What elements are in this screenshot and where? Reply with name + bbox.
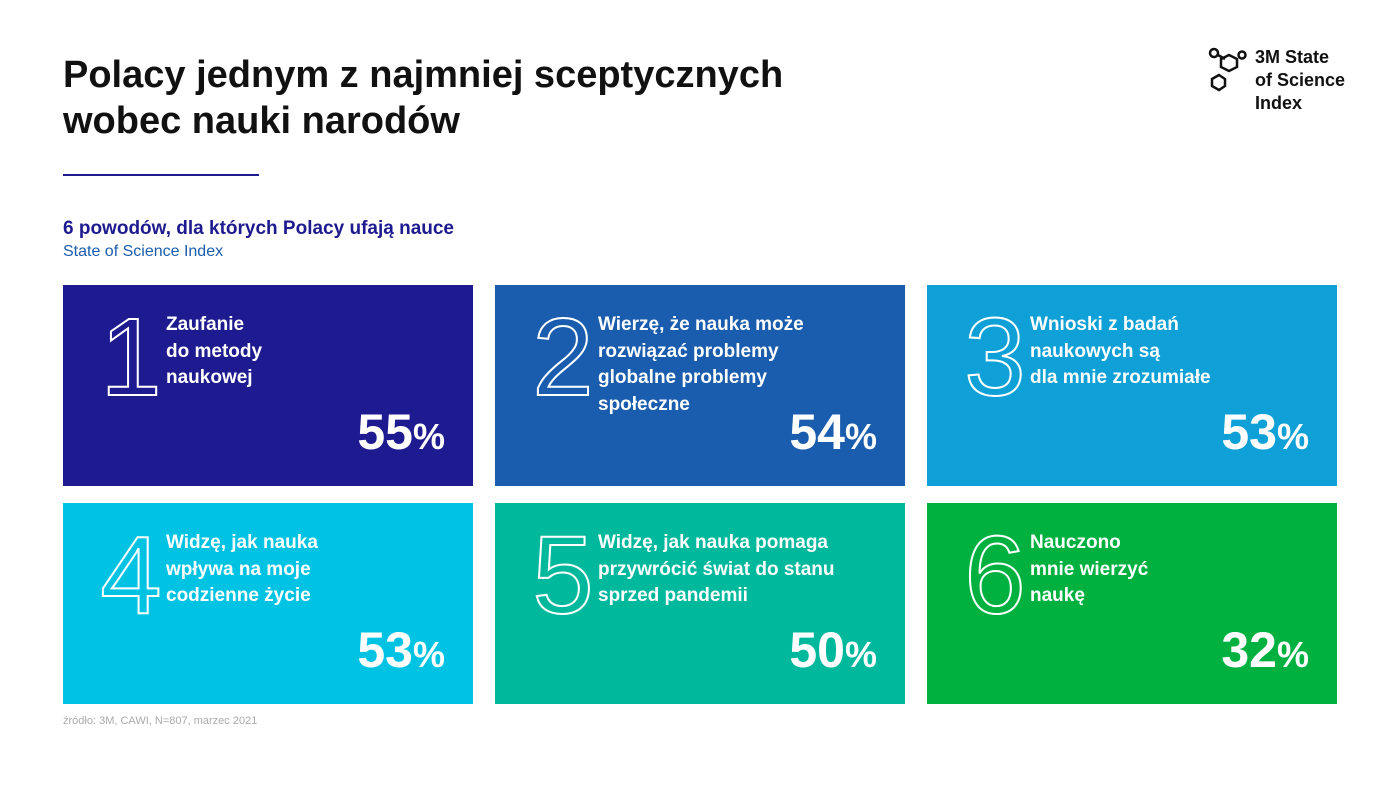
value-unit: % bbox=[1276, 416, 1309, 457]
card-text-line: codzienne życie bbox=[166, 585, 311, 606]
card: 4 Widzę, jak nauka wpływa na moje codzienne… bbox=[63, 503, 473, 704]
footer: źródło: 3M, CAWI, N=807, marzec 2021 bbox=[63, 715, 258, 727]
card-text-line: Nauczono bbox=[1030, 532, 1121, 553]
card-number: 3 bbox=[964, 296, 1025, 411]
logo-text: 3M State of Science Index bbox=[1255, 46, 1345, 115]
logo-icon bbox=[1208, 47, 1247, 92]
value-number: 32 bbox=[1221, 622, 1277, 678]
card-text-line: społeczne bbox=[598, 393, 690, 415]
card-text-line: przywrócić świat do stanu bbox=[598, 558, 835, 580]
card-text-line: Widzę, jak nauka bbox=[166, 532, 318, 553]
card: 3 Wnioski z badań naukowych są dla mnie zro… bbox=[927, 285, 1337, 486]
card-text: Widzę, jak nauka wpływa na moje codzienne … bbox=[166, 530, 318, 610]
card-text-line: naukowych są bbox=[1030, 340, 1160, 362]
card-text-line: naukowej bbox=[166, 367, 253, 388]
card-value: 32% bbox=[1221, 625, 1309, 680]
card: 1 Zaufanie do metody naukowej 55% bbox=[63, 285, 473, 486]
card: 5 Widzę, jak nauka pomaga przywrócić świat… bbox=[495, 503, 905, 704]
card-text: Nauczono mnie wierzyć naukę bbox=[1030, 530, 1148, 610]
card-number-icon: 5 bbox=[531, 513, 594, 629]
card-text-line: Wnioski z badań bbox=[1030, 314, 1179, 335]
card-value: 50% bbox=[789, 625, 877, 680]
title: Polacy jednym z najmniej sceptycznych wo… bbox=[63, 52, 783, 144]
card-text-line: Wierzę, że nauka może bbox=[598, 314, 804, 335]
card-number-icon: 2 bbox=[531, 295, 594, 411]
logo-line: 3M State bbox=[1255, 47, 1330, 67]
card-number-icon: 4 bbox=[99, 513, 162, 629]
title-line: Polacy jednym z najmniej sceptycznych bbox=[63, 54, 784, 96]
card-text-line: mnie wierzyć bbox=[1030, 558, 1149, 580]
card-text-line: naukę bbox=[1030, 585, 1085, 606]
card-number: 6 bbox=[964, 514, 1025, 629]
value-unit: % bbox=[844, 416, 877, 457]
card-value: 53% bbox=[357, 625, 445, 680]
card-text-line: sprzed pandemii bbox=[598, 585, 748, 606]
value-unit: % bbox=[412, 634, 445, 675]
card-number: 2 bbox=[532, 296, 593, 411]
source-name: State of Science Index bbox=[63, 243, 224, 260]
value-unit: % bbox=[412, 416, 445, 457]
card-text-line: Zaufanie bbox=[166, 314, 245, 335]
card-number: 4 bbox=[100, 514, 161, 629]
subtitle: 6 powodów, dla których Polacy ufają nauc… bbox=[63, 218, 455, 239]
card-value: 54% bbox=[789, 407, 877, 462]
card-number: 1 bbox=[100, 296, 161, 411]
title-line: wobec nauki narodów bbox=[63, 100, 460, 142]
card-value: 55% bbox=[357, 407, 445, 462]
card-value: 53% bbox=[1221, 407, 1309, 462]
card-text: Widzę, jak nauka pomaga przywrócić świat … bbox=[598, 530, 835, 610]
card-text: Wnioski z badań naukowych są dla mnie zroz… bbox=[1030, 312, 1211, 392]
card-number-icon: 3 bbox=[963, 295, 1026, 411]
card-text-line: dla mnie zrozumiałe bbox=[1030, 367, 1211, 388]
card-text-line: do metody bbox=[166, 340, 263, 362]
card-text: Wierzę, że nauka może rozwiązać problemy g… bbox=[598, 312, 804, 418]
card-text-line: Widzę, jak nauka pomaga bbox=[598, 532, 829, 553]
value-number: 55 bbox=[357, 404, 413, 460]
card-text-line: globalne problemy bbox=[598, 367, 767, 388]
card: 2 Wierzę, że nauka może rozwiązać problemy… bbox=[495, 285, 905, 486]
value-unit: % bbox=[1276, 634, 1309, 675]
logo-line: Index bbox=[1255, 93, 1303, 113]
value-number: 53 bbox=[1221, 404, 1277, 460]
logo-line: of Science bbox=[1255, 70, 1346, 90]
value-number: 53 bbox=[357, 622, 413, 678]
card-number-icon: 1 bbox=[99, 295, 162, 411]
card-text-line: rozwiązać problemy bbox=[598, 340, 779, 362]
card-text-line: wpływa na moje bbox=[166, 558, 311, 580]
card-text: Zaufanie do metody naukowej bbox=[166, 312, 262, 392]
divider bbox=[63, 174, 259, 176]
value-number: 50 bbox=[789, 622, 845, 678]
card-number-icon: 6 bbox=[963, 513, 1026, 629]
value-unit: % bbox=[844, 634, 877, 675]
value-number: 54 bbox=[789, 404, 845, 460]
card-number: 5 bbox=[532, 514, 593, 629]
card: 6 Nauczono mnie wierzyć naukę 32% bbox=[927, 503, 1337, 704]
